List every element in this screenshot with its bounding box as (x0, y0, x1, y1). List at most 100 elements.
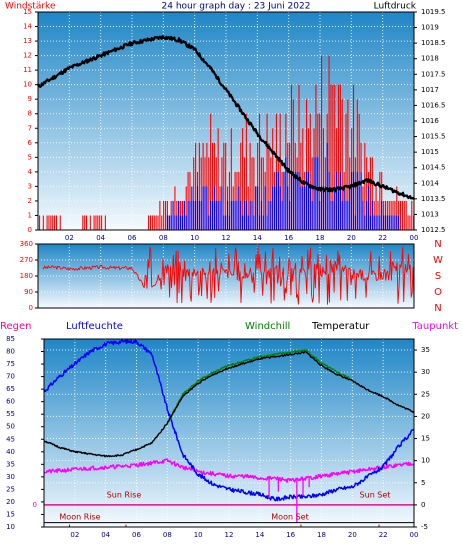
temp-panel-x-tick-label: 12 (225, 531, 234, 539)
wind-panel-x-tick-label: 00 (410, 234, 419, 242)
humidity-y-tick-label: 85 (6, 335, 15, 343)
temp-panel-x-tick-label: 16 (286, 531, 295, 539)
temp-panel-x-tick-label: 04 (101, 531, 110, 539)
dewpoint-line (43, 458, 415, 483)
pressure-y-tick-label: 1016.5 (421, 101, 446, 109)
direction-y-tick-label: 360 (20, 240, 33, 248)
chart-title: 24 hour graph day : 23 Juni 2022 (162, 2, 311, 12)
temp-legend-label: Windchill (245, 321, 290, 332)
humidity-y-tick-label: 25 (6, 485, 15, 493)
wind-y-tick-label: 6 (28, 139, 33, 147)
wind-y-tick-label: 14 (23, 23, 32, 31)
humidity-y-tick-label: 45 (6, 435, 15, 443)
pressure-y-tick-label: 1018 (421, 55, 439, 63)
wind-panel-x-tick-label: 20 (347, 234, 356, 242)
wind-panel-x-tick-label: 14 (253, 234, 262, 242)
wind-y-tick-label: 7 (28, 124, 32, 132)
wind-panel-x-tick-label: 08 (159, 234, 168, 242)
humidity-y-tick-label: 30 (6, 473, 15, 481)
compass-direction-label: N (434, 239, 441, 250)
temp-panel-x-tick-label: 06 (132, 531, 141, 539)
temp-panel-x-tick-label: 18 (317, 531, 326, 539)
pressure-y-tick-label: 1019 (421, 24, 439, 32)
temp-panel-x-tick-label: 08 (163, 531, 172, 539)
temp-legend-label: Luftfeuchte (66, 321, 123, 332)
pressure-y-tick-label: 1012.5 (421, 226, 446, 234)
wind-y-tick-label: 13 (23, 37, 32, 45)
temp-legend-label: Temperatur (311, 321, 370, 332)
windchill-line (166, 348, 353, 423)
wind-panel-x-tick-label: 10 (190, 234, 199, 242)
wind-panel-x-tick-label: 12 (222, 234, 231, 242)
humidity-y-tick-label: 40 (6, 448, 15, 456)
wind-y-tick-label: 8 (28, 110, 32, 118)
pressure-y-tick-label: 1019.5 (421, 8, 446, 16)
temp-panel-x-tick-label: 14 (255, 531, 264, 539)
wind-axis-title: Windstärke (5, 2, 56, 12)
direction-y-tick-label: 270 (20, 256, 33, 264)
temp-panel-x-tick-label: 20 (348, 531, 357, 539)
temp-legend-label: Regen (0, 321, 32, 332)
humidity-y-tick-label: 10 (6, 523, 15, 531)
temp-panel-x-tick-label: 22 (379, 531, 388, 539)
wind-panel-x-tick-label: 06 (128, 234, 137, 242)
humidity-y-tick-label: 80 (6, 348, 15, 356)
compass-direction-label: N (434, 303, 441, 314)
pressure-axis-title: Luftdruck (374, 2, 417, 12)
wind-y-tick-label: 0 (28, 226, 32, 234)
rain-value-label: 0 (33, 501, 37, 509)
wind-y-tick-label: 1 (28, 211, 32, 219)
temp-y-tick-label: 10 (421, 457, 430, 465)
humidity-y-tick-label: 35 (6, 460, 15, 468)
compass-direction-label: O (434, 287, 442, 298)
moon-set-label: Moon Set (271, 513, 308, 522)
wind-panel-x-tick-label: 22 (378, 234, 387, 242)
wind-direction-line (42, 245, 415, 305)
temp-y-tick-label: 25 (421, 390, 430, 398)
pressure-y-tick-label: 1017 (421, 86, 439, 94)
temp-panel-frame (43, 338, 415, 528)
humidity-y-tick-label: 50 (6, 423, 15, 431)
wind-y-tick-label: 12 (23, 52, 32, 60)
humidity-y-tick-label: 65 (6, 385, 15, 393)
wind-y-tick-label: 3 (28, 182, 32, 190)
wind-y-tick-label: 15 (23, 8, 32, 16)
pressure-y-tick-label: 1014 (421, 179, 439, 187)
compass-direction-label: S (435, 271, 441, 282)
pressure-y-tick-label: 1013 (421, 210, 439, 218)
moon-rise-label: Moon Rise (59, 513, 100, 522)
sun-rise-label: Sun Rise (107, 491, 142, 500)
wind-y-tick-label: 10 (23, 81, 32, 89)
humidity-y-tick-label: 20 (6, 498, 15, 506)
temp-y-tick-label: 0 (421, 501, 425, 509)
pressure-y-tick-label: 1018.5 (421, 39, 446, 47)
wind-y-tick-label: 4 (28, 168, 33, 176)
humidity-y-tick-label: 55 (6, 410, 15, 418)
humidity-line (43, 338, 415, 502)
wind-panel-x-tick-label: 18 (316, 234, 325, 242)
wind-y-tick-label: 9 (28, 95, 32, 103)
pressure-y-tick-label: 1017.5 (421, 70, 446, 78)
pressure-y-tick-label: 1013.5 (421, 195, 446, 203)
pressure-line (37, 34, 415, 200)
temp-y-tick-label: 35 (421, 346, 430, 354)
temp-y-tick-label: 15 (421, 435, 430, 443)
pressure-y-tick-label: 1016 (421, 117, 439, 125)
temp-panel-x-tick-label: 10 (194, 531, 203, 539)
humidity-y-tick-label: 15 (6, 510, 15, 518)
temp-panel-x-tick-label: 00 (410, 531, 419, 539)
pressure-y-tick-label: 1015.5 (421, 133, 446, 141)
temperature-line (43, 351, 415, 458)
direction-panel-plot-area (38, 244, 414, 308)
humidity-y-tick-label: 70 (6, 373, 15, 381)
pressure-y-tick-label: 1014.5 (421, 164, 446, 172)
wind-panel-x-tick-label: 02 (65, 234, 74, 242)
wind-panel-x-tick-label: 16 (284, 234, 293, 242)
sun-set-label: Sun Set (360, 491, 391, 500)
direction-y-tick-label: 0 (29, 304, 33, 312)
temp-legend-label: Taupunkt (411, 321, 458, 332)
temp-panel-x-tick-label: 02 (70, 531, 79, 539)
humidity-y-tick-label: 60 (6, 398, 15, 406)
